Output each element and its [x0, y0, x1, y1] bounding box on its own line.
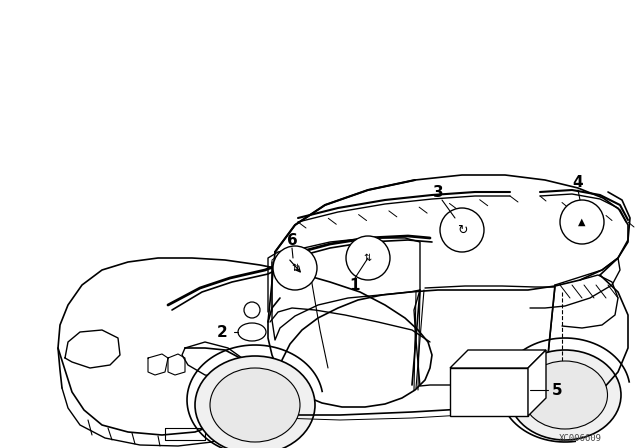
- Circle shape: [244, 302, 260, 318]
- Polygon shape: [450, 350, 546, 368]
- Circle shape: [560, 200, 604, 244]
- Text: XC006609: XC006609: [559, 434, 602, 443]
- Ellipse shape: [522, 361, 607, 429]
- Polygon shape: [528, 350, 546, 416]
- Circle shape: [440, 208, 484, 252]
- Text: ⇅: ⇅: [364, 253, 372, 263]
- Polygon shape: [450, 368, 528, 416]
- Circle shape: [273, 246, 317, 290]
- Text: 4: 4: [573, 175, 583, 190]
- Text: 6: 6: [287, 233, 298, 247]
- Text: 5: 5: [552, 383, 563, 397]
- Text: ⇅: ⇅: [291, 263, 299, 273]
- Text: 3: 3: [433, 185, 444, 199]
- Ellipse shape: [210, 368, 300, 442]
- Ellipse shape: [509, 350, 621, 440]
- Ellipse shape: [238, 323, 266, 341]
- Text: 2: 2: [216, 324, 227, 340]
- Text: 1: 1: [349, 277, 360, 293]
- Text: ▲: ▲: [579, 217, 586, 227]
- Ellipse shape: [195, 356, 315, 448]
- Circle shape: [346, 236, 390, 280]
- Text: ↻: ↻: [457, 224, 467, 237]
